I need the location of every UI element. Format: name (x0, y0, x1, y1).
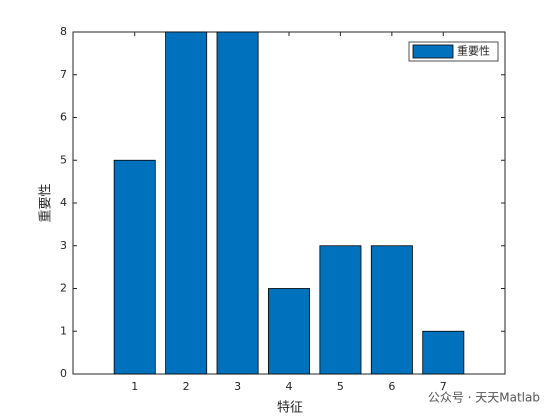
y-axis-label: 重要性 (38, 183, 54, 222)
bar (216, 31, 259, 375)
bar (268, 288, 310, 375)
bar (165, 31, 208, 375)
bar (113, 159, 156, 375)
y-tick-label: 7 (60, 68, 67, 81)
y-tick-label: 5 (60, 153, 67, 166)
x-tick-label: 5 (337, 380, 344, 393)
x-tick-label: 6 (388, 380, 395, 393)
bar (370, 245, 413, 375)
y-tick-label: 8 (60, 25, 67, 38)
x-tick-label: 1 (131, 380, 138, 393)
watermark: 公众号 · 天天Matlab (428, 391, 540, 405)
y-tick-label: 0 (60, 367, 67, 380)
bar (319, 245, 362, 375)
x-tick-label: 7 (440, 380, 447, 393)
x-tick-label: 4 (286, 380, 293, 393)
y-tick-label: 6 (60, 111, 67, 124)
legend-label: 重要性 (457, 44, 490, 58)
y-tick-label: 1 (60, 324, 67, 337)
x-tick-label: 2 (183, 380, 190, 393)
y-tick-label: 4 (60, 196, 67, 209)
legend-swatch (412, 44, 454, 59)
bar (422, 330, 465, 375)
y-tick-label: 2 (60, 282, 67, 295)
y-tick-label: 3 (60, 239, 67, 252)
x-tick-label: 3 (234, 380, 241, 393)
x-axis-label: 特征 (277, 401, 303, 416)
